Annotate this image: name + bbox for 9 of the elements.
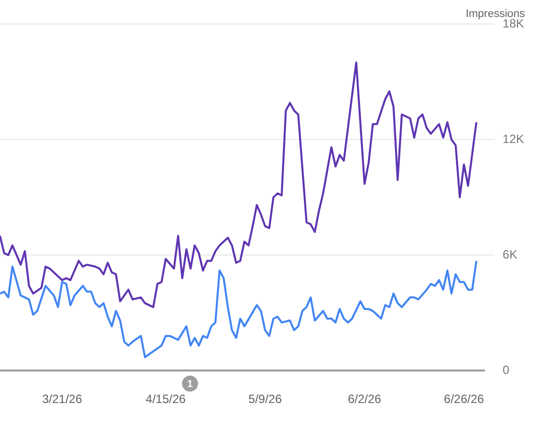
x-tick-label: 6/2/26 bbox=[348, 392, 382, 406]
text: 1 bbox=[187, 378, 194, 390]
x-tick-label: 6/26/26 bbox=[444, 392, 484, 406]
y2-tick-label: 6K bbox=[502, 247, 518, 262]
y2-tick-label: 0 bbox=[502, 362, 510, 377]
x-tick-label: 4/15/26 bbox=[146, 392, 186, 406]
x-tick-label: 5/9/26 bbox=[248, 392, 282, 406]
x-tick-label: 3/21/26 bbox=[42, 392, 82, 406]
y2-tick-label: 12K bbox=[502, 132, 524, 146]
